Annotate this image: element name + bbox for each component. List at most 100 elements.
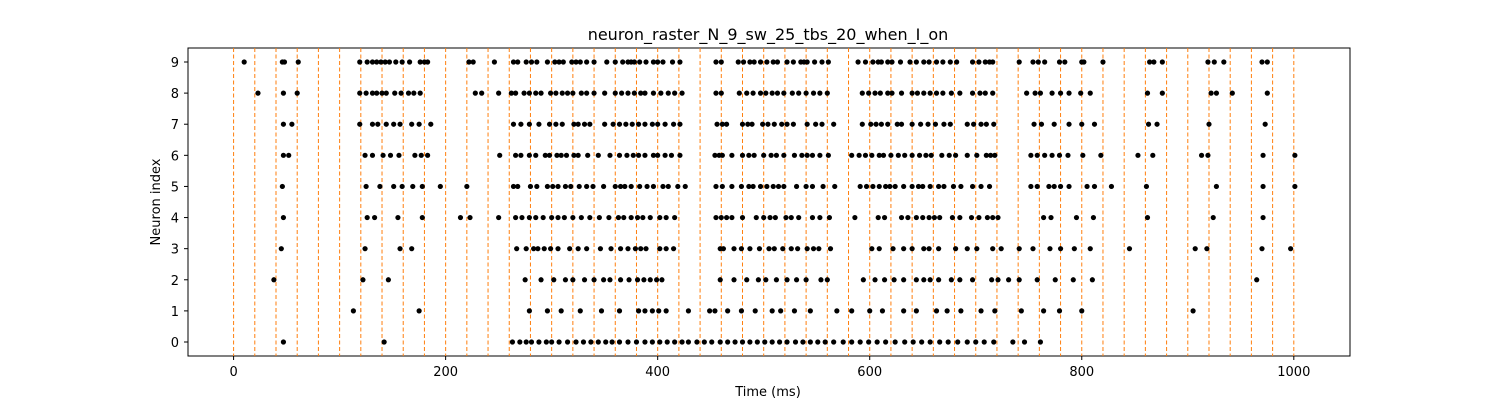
spike-marker xyxy=(1021,339,1028,345)
spike-marker xyxy=(584,183,590,190)
spike-marker xyxy=(670,121,677,127)
spike-marker xyxy=(889,59,895,65)
spike-marker xyxy=(931,214,937,221)
spike-marker xyxy=(793,277,800,283)
spike-marker xyxy=(902,152,908,158)
spike-marker xyxy=(416,121,422,127)
spike-marker xyxy=(1288,246,1294,252)
spike-marker xyxy=(510,121,517,127)
spike-marker xyxy=(732,339,738,345)
spike-marker xyxy=(941,121,947,127)
spike-marker xyxy=(1100,59,1106,65)
spike-marker xyxy=(1070,277,1076,283)
spike-marker xyxy=(863,183,870,190)
spike-marker xyxy=(669,59,676,65)
spike-marker xyxy=(909,246,915,252)
spike-marker xyxy=(280,121,287,127)
spike-marker xyxy=(751,152,757,158)
spike-marker xyxy=(562,183,569,190)
spike-marker xyxy=(1260,183,1266,190)
spike-marker xyxy=(832,183,838,190)
spike-marker xyxy=(546,121,553,127)
spike-marker xyxy=(616,121,623,127)
spike-marker xyxy=(380,152,386,158)
spike-marker xyxy=(789,90,795,96)
spike-marker xyxy=(718,214,724,221)
spike-marker xyxy=(1154,121,1160,127)
spike-marker xyxy=(588,339,594,345)
spike-marker xyxy=(1031,121,1037,127)
spike-marker xyxy=(1047,246,1053,252)
spike-marker xyxy=(1260,152,1266,158)
spike-marker xyxy=(995,214,1001,221)
spike-marker xyxy=(526,90,532,96)
spike-marker xyxy=(969,90,976,96)
spike-marker xyxy=(936,277,942,283)
spike-marker xyxy=(1049,90,1055,96)
spike-marker xyxy=(556,339,562,345)
spike-marker xyxy=(932,121,939,127)
spike-marker xyxy=(818,277,824,283)
spike-marker xyxy=(638,246,644,252)
spike-marker xyxy=(1034,277,1040,283)
spike-marker xyxy=(868,121,874,127)
spike-marker xyxy=(526,121,532,127)
spike-marker xyxy=(1264,90,1270,96)
spike-marker xyxy=(464,183,470,190)
spike-marker xyxy=(559,121,565,127)
spike-marker xyxy=(879,308,886,314)
spike-marker xyxy=(874,339,880,345)
spike-marker xyxy=(1018,308,1024,314)
spike-marker xyxy=(927,90,933,96)
spike-marker xyxy=(891,277,897,283)
spike-marker xyxy=(1066,90,1072,96)
x-tick-label: 1000 xyxy=(1277,365,1310,380)
spike-marker xyxy=(739,121,746,127)
spike-marker xyxy=(790,121,796,127)
spike-marker xyxy=(768,152,774,158)
spike-marker xyxy=(719,121,725,127)
spike-marker xyxy=(1034,152,1040,158)
spike-marker xyxy=(626,277,632,283)
spike-marker xyxy=(825,152,831,158)
spike-marker xyxy=(901,277,907,283)
spike-marker xyxy=(921,90,927,96)
spike-marker xyxy=(902,339,908,345)
spike-marker xyxy=(701,339,707,345)
spike-marker xyxy=(544,308,551,314)
spike-marker xyxy=(533,152,539,158)
spike-marker xyxy=(386,59,393,65)
spike-marker xyxy=(271,277,277,283)
spike-marker xyxy=(542,152,548,158)
spike-marker xyxy=(508,90,514,96)
spike-marker xyxy=(872,90,878,96)
spike-marker xyxy=(642,308,648,314)
spike-marker xyxy=(679,90,685,96)
spike-marker xyxy=(870,183,876,190)
spike-marker xyxy=(856,152,862,158)
spike-marker xyxy=(637,183,643,190)
y-tick-label: 1 xyxy=(171,305,179,320)
spike-marker xyxy=(817,214,823,221)
x-tick-label: 800 xyxy=(1069,365,1094,380)
spike-marker xyxy=(357,59,363,65)
spike-marker xyxy=(590,183,596,190)
spike-marker xyxy=(457,214,464,221)
spike-marker xyxy=(784,121,790,127)
spike-marker xyxy=(945,339,951,345)
spike-marker xyxy=(739,339,746,345)
spike-marker xyxy=(656,308,662,314)
spike-marker xyxy=(725,339,731,345)
spike-marker xyxy=(940,59,946,65)
spike-marker xyxy=(612,183,618,190)
y-tick-label: 9 xyxy=(171,56,179,71)
spike-marker xyxy=(668,152,675,158)
spike-marker xyxy=(518,121,524,127)
y-tick-label: 7 xyxy=(171,118,179,133)
spike-marker xyxy=(362,152,368,158)
spike-marker xyxy=(544,59,551,65)
spike-marker xyxy=(649,308,655,314)
spike-marker xyxy=(933,59,940,65)
spike-marker xyxy=(978,308,984,314)
spike-marker xyxy=(876,246,882,252)
